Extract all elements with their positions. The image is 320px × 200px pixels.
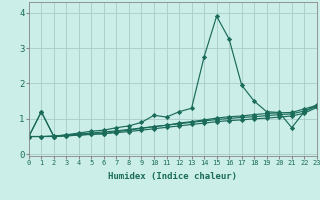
X-axis label: Humidex (Indice chaleur): Humidex (Indice chaleur)	[108, 172, 237, 181]
